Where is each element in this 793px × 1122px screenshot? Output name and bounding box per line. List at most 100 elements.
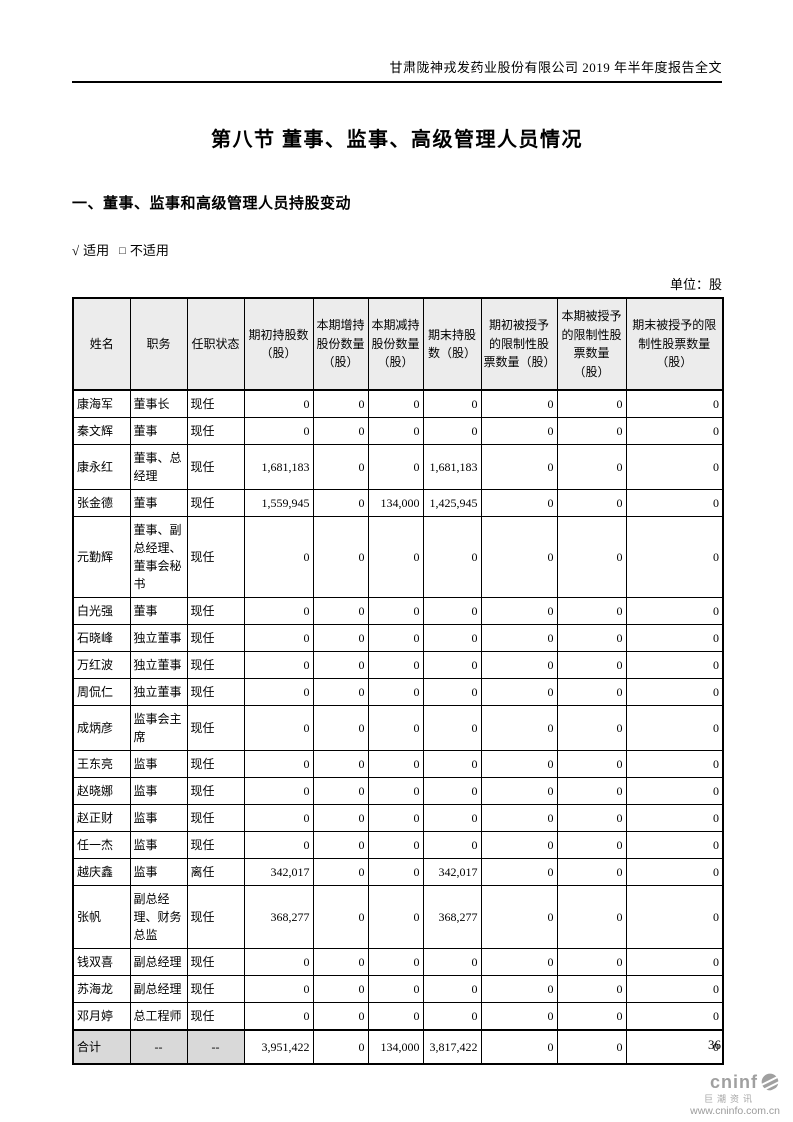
table-cell: 0 — [312, 597, 369, 626]
table-cell: 0 — [367, 831, 424, 860]
table-cell: 0 — [243, 417, 314, 446]
table-cell: 0 — [422, 624, 482, 653]
table-cell: 0 — [367, 777, 424, 806]
table-cell: 0 — [556, 750, 627, 779]
table-cell: 0 — [480, 444, 558, 491]
table-cell: 0 — [422, 831, 482, 860]
table-cell: 0 — [480, 885, 558, 950]
total-cell: 3,817,422 — [422, 1029, 482, 1065]
column-header: 姓名 — [72, 297, 131, 392]
table-cell: 0 — [556, 975, 627, 1004]
table-cell: 0 — [243, 948, 314, 977]
header-row: 姓名 职务 任职状态 期初持股数（股） 本期增持股份数量（股） 本期减持股份数量（股） 期末… — [72, 297, 724, 392]
table-cell: 1,681,183 — [422, 444, 482, 491]
table-cell: 0 — [556, 444, 627, 491]
total-cell: 0 — [312, 1029, 369, 1065]
cninfo-brand-text: cninf — [710, 1072, 758, 1092]
table-cell: 董事 — [129, 417, 188, 446]
table-row: 成炳彦 监事会主席 现任 0 0 0 0 0 0 0 — [72, 705, 724, 752]
table-row: 邓月婷 总工程师 现任 0 0 0 0 0 0 0 — [72, 1002, 724, 1031]
table-cell: 0 — [367, 1002, 424, 1031]
table-cell: 0 — [625, 624, 724, 653]
table-cell: 0 — [312, 705, 369, 752]
table-cell: 0 — [312, 516, 369, 599]
cninfo-brand-line: cninf — [690, 1072, 780, 1093]
table-cell: 0 — [556, 678, 627, 707]
table-head: 姓名 职务 任职状态 期初持股数（股） 本期增持股份数量（股） 本期减持股份数量（股） 期末… — [72, 297, 724, 392]
table-cell: 0 — [556, 417, 627, 446]
table-cell: 现任 — [186, 444, 245, 491]
table-cell: 0 — [556, 597, 627, 626]
table-cell: 0 — [480, 975, 558, 1004]
table-cell: 0 — [367, 750, 424, 779]
table-cell: 现任 — [186, 678, 245, 707]
table-cell: 董事长 — [129, 389, 188, 419]
table-cell: 董事 — [129, 597, 188, 626]
cninfo-swirl-icon — [760, 1072, 780, 1093]
table-cell: 0 — [556, 516, 627, 599]
table-cell: 0 — [312, 444, 369, 491]
table-cell: 0 — [243, 1002, 314, 1031]
total-cell: 0 — [556, 1029, 627, 1065]
cninfo-caption: 巨潮资讯 — [703, 1093, 756, 1104]
table-cell: 现任 — [186, 417, 245, 446]
table-cell: 0 — [625, 831, 724, 860]
column-header: 任职状态 — [186, 297, 245, 392]
table-cell: 0 — [243, 804, 314, 833]
table-cell: 0 — [312, 1002, 369, 1031]
table-cell: 0 — [367, 389, 424, 419]
table-cell: 0 — [625, 516, 724, 599]
column-header: 职务 — [129, 297, 188, 392]
person-name-cell: 王东亮 — [72, 750, 131, 779]
table-cell: 监事 — [129, 804, 188, 833]
total-cell: -- — [186, 1029, 245, 1065]
table-cell: 0 — [556, 804, 627, 833]
table-cell: 0 — [556, 858, 627, 887]
table-cell: 0 — [312, 651, 369, 680]
page-number: 36 — [708, 1037, 721, 1052]
table-row: 越庆鑫 监事 离任 342,017 0 0 342,017 0 0 0 — [72, 858, 724, 887]
person-name-cell: 钱双喜 — [72, 948, 131, 977]
table-row: 张金德 董事 现任 1,559,945 0 134,000 1,425,945 0 0 0 — [72, 489, 724, 518]
table-cell: 0 — [625, 777, 724, 806]
table-cell: 1,681,183 — [243, 444, 314, 491]
table-cell: 0 — [422, 651, 482, 680]
table-cell: 342,017 — [243, 858, 314, 887]
table-cell: 0 — [556, 885, 627, 950]
table-cell: 0 — [367, 651, 424, 680]
person-name-cell: 周侃仁 — [72, 678, 131, 707]
person-name-cell: 越庆鑫 — [72, 858, 131, 887]
column-header: 期初被授予的限制性股票数量（股） — [480, 297, 558, 392]
table-cell: 现任 — [186, 516, 245, 599]
table-cell: 0 — [367, 705, 424, 752]
person-name-cell: 任一杰 — [72, 831, 131, 860]
table-cell: 监事 — [129, 858, 188, 887]
table-cell: 368,277 — [243, 885, 314, 950]
table-cell: 0 — [480, 858, 558, 887]
table-cell: 0 — [480, 489, 558, 518]
table-row: 任一杰 监事 现任 0 0 0 0 0 0 0 — [72, 831, 724, 860]
total-label-cell: 合计 — [72, 1029, 131, 1065]
table-cell: 0 — [480, 705, 558, 752]
person-name-cell: 张金德 — [72, 489, 131, 518]
column-header: 本期减持股份数量（股） — [367, 297, 424, 392]
table-cell: 0 — [625, 444, 724, 491]
total-cell: -- — [129, 1029, 188, 1065]
table-cell: 0 — [625, 417, 724, 446]
table-cell: 0 — [312, 489, 369, 518]
table-cell: 0 — [625, 678, 724, 707]
person-name-cell: 苏海龙 — [72, 975, 131, 1004]
table-cell: 0 — [480, 948, 558, 977]
table-row: 石晓峰 独立董事 现任 0 0 0 0 0 0 0 — [72, 624, 724, 653]
table-cell: 0 — [625, 858, 724, 887]
table-cell: 0 — [625, 389, 724, 419]
table-cell: 0 — [312, 858, 369, 887]
total-cell: 0 — [480, 1029, 558, 1065]
table-cell: 0 — [243, 389, 314, 419]
table-cell: 0 — [243, 624, 314, 653]
table-cell: 0 — [243, 777, 314, 806]
table-cell: 368,277 — [422, 885, 482, 950]
table-row: 白光强 董事 现任 0 0 0 0 0 0 0 — [72, 597, 724, 626]
table-cell: 0 — [480, 750, 558, 779]
table-cell: 独立董事 — [129, 624, 188, 653]
